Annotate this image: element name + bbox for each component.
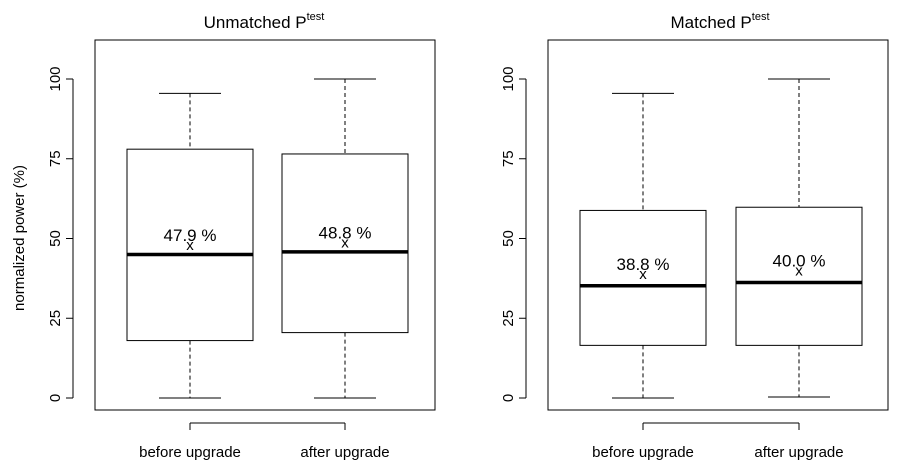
box-2: x40.0 % [735,78,863,398]
box-iqr [735,206,863,346]
y-tick-label: 50 [500,230,517,247]
mean-label: 47.9 % [164,226,217,245]
y-tick-label: 75 [47,150,64,167]
y-tick-label: 0 [47,394,64,402]
chart-title-superscript: test [752,11,770,23]
x-tick-label: after upgrade [300,444,389,460]
panel-2: Matched Ptest 0 25 50 75 100 before upgrade aft… [500,11,889,460]
chart-title: Matched Ptest [671,11,770,32]
mean-label: 38.8 % [617,255,670,274]
mean-marker: x [795,262,803,279]
panel-1: Unmatched Ptest 0 25 50 75 100 before upgrade a… [47,11,436,460]
chart-title: Unmatched Ptest [204,11,325,32]
chart-title-main: Matched P [671,13,752,32]
mean-marker: x [639,266,647,283]
x-tick-label: before upgrade [139,444,241,460]
chart-title-main: Unmatched P [204,13,307,32]
x-tick-label: before upgrade [592,444,694,460]
y-tick-label: 25 [47,310,64,327]
box-2: x48.8 % [281,78,409,399]
mean-label: 48.8 % [319,223,372,242]
x-tick-label: after upgrade [754,444,843,460]
plot-frame [547,39,889,411]
mean-marker: x [186,237,194,254]
box-iqr [579,209,707,346]
y-tick-label: 75 [500,150,517,167]
y-tick-label: 25 [500,310,517,327]
mean-label: 40.0 % [773,251,826,270]
box-iqr [126,148,254,342]
plot-frame [94,39,436,411]
box-iqr [281,153,409,334]
y-tick-label: 50 [47,230,64,247]
y-tick-label: 0 [500,394,517,402]
y-tick-label: 100 [47,66,64,91]
box-1: x38.8 % [579,92,707,399]
chart-title-superscript: test [307,11,325,23]
mean-marker: x [341,234,349,251]
y-axis-label: normalized power (%) [11,165,28,311]
y-tick-label: 100 [500,66,517,91]
box-1: x47.9 % [126,92,254,399]
